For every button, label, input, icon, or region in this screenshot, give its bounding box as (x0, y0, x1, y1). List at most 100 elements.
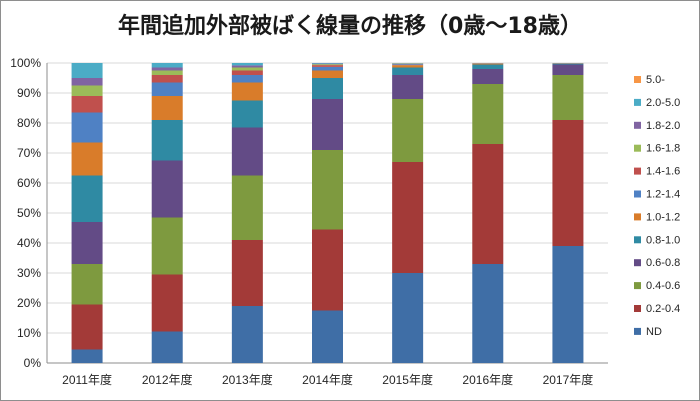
bar-segment-0.8-1.0 (552, 63, 584, 65)
bar-segment-1.4-1.6 (231, 70, 263, 75)
y-tick-label: 20% (17, 296, 41, 310)
legend-swatch (634, 236, 641, 244)
x-tick-label: 2014年度 (302, 372, 353, 387)
bar-segment-0.4-0.6 (312, 150, 343, 230)
y-tick-label: 0% (24, 356, 42, 370)
bar-segment-2.0-5.0 (71, 63, 103, 78)
bar-segment-0.2-0.4 (472, 144, 504, 264)
bar-segment-ND (71, 349, 103, 363)
bar-segment-0.2-0.4 (312, 229, 343, 311)
legend-label: 1.6-1.8 (646, 143, 680, 155)
bar-segment-0.6-0.8 (71, 222, 103, 264)
bar-segment-0.8-1.0 (231, 100, 263, 128)
legend-label: 2.0-5.0 (646, 97, 680, 109)
legend-label: 1.2-1.4 (646, 189, 680, 201)
legend-label: 1.0-1.2 (646, 211, 680, 223)
legend-swatch (634, 327, 641, 335)
x-tick-label: 2015年度 (382, 372, 433, 387)
bar-segment-0.4-0.6 (151, 217, 183, 275)
legend-swatch (634, 282, 641, 290)
bar-segment-1.4-1.6 (151, 75, 183, 83)
bar-segment-0.6-0.8 (552, 64, 584, 75)
y-tick-label: 10% (17, 326, 41, 340)
bar-segment-1.6-1.8 (312, 64, 343, 66)
legend-swatch (634, 259, 641, 267)
bar-segment-0.2-0.4 (151, 274, 183, 332)
y-tick-label: 90% (17, 86, 41, 100)
x-tick-label: 2017年度 (543, 372, 594, 387)
bar-segment-1.2-1.4 (151, 82, 183, 96)
x-tick-label: 2012年度 (142, 372, 193, 387)
bar-segment-2.0-5.0 (231, 63, 263, 66)
x-tick-label: 2011年度 (62, 372, 112, 387)
legend-label: ND (646, 326, 662, 338)
y-tick-label: 30% (17, 266, 41, 280)
bar-segment-0.4-0.6 (392, 99, 424, 162)
bar-segment-ND (392, 273, 424, 363)
bar-segment-0.2-0.4 (231, 240, 263, 306)
legend-swatch (634, 190, 641, 198)
legend-label: 0.8-1.0 (646, 234, 680, 246)
bar-segment-0.2-0.4 (71, 304, 103, 350)
x-tick-label: 2013年度 (222, 372, 273, 387)
bar-segment-ND (151, 331, 183, 363)
bar-segment-0.8-1.0 (472, 64, 504, 69)
bar-segment-1.6-1.8 (71, 85, 103, 96)
bar-segment-0.2-0.4 (552, 120, 584, 246)
bar-segment-0.4-0.6 (231, 175, 263, 240)
bar-segment-1.0-1.2 (71, 142, 103, 176)
bar-segment-1.0-1.2 (472, 63, 504, 65)
bar-segment-2.0-5.0 (312, 63, 343, 64)
legend-label: 1.8-2.0 (646, 120, 680, 132)
bar-segment-ND (231, 306, 263, 363)
bar-segment-1.2-1.4 (71, 112, 103, 143)
bar-segment-1.4-1.6 (71, 96, 103, 113)
bar-segment-1.0-1.2 (151, 96, 183, 120)
bar-segment-1.0-1.2 (231, 82, 263, 101)
legend-swatch (634, 98, 641, 106)
bar-segment-1.0-1.2 (392, 65, 424, 68)
bar-segment-1.8-2.0 (151, 67, 183, 71)
legend-label: 0.2-0.4 (646, 303, 680, 315)
bar-segment-1.6-1.8 (231, 67, 263, 71)
bar-segment-0.8-1.0 (312, 78, 343, 99)
bar-segment-0.8-1.0 (71, 175, 103, 222)
y-tick-label: 50% (17, 206, 41, 220)
chart-title: 年間追加外部被ばく線量の推移（0歳～18歳） (118, 14, 582, 39)
bar-segment-ND (552, 246, 584, 363)
bar-segment-1.0-1.2 (312, 70, 343, 78)
legend-swatch (634, 167, 641, 175)
bar-segment-0.4-0.6 (552, 75, 584, 120)
y-tick-label: 40% (17, 236, 41, 250)
legend-swatch (634, 305, 641, 312)
bar-segment-1.4-1.6 (312, 65, 343, 67)
bar-segment-0.4-0.6 (472, 84, 504, 144)
bar-segment-1.2-1.4 (392, 64, 424, 66)
bar-segment-0.6-0.8 (392, 75, 424, 99)
bar-segment-1.8-2.0 (71, 78, 103, 86)
legend-label: 5.0- (646, 74, 665, 86)
y-tick-label: 80% (17, 116, 41, 130)
legend-swatch (634, 121, 641, 129)
legend-label: 0.4-0.6 (646, 280, 680, 292)
bar-segment-1.2-1.4 (312, 66, 343, 71)
legend-label: 0.6-0.8 (646, 257, 680, 269)
legend-swatch (634, 213, 641, 221)
y-tick-label: 70% (17, 146, 41, 160)
bar-segment-0.6-0.8 (312, 99, 343, 150)
bar-segment-0.6-0.8 (231, 127, 263, 176)
x-tick-label: 2016年度 (462, 372, 513, 387)
bar-segment-1.2-1.4 (231, 75, 263, 83)
legend-label: 1.4-1.6 (646, 166, 680, 178)
bar-segment-1.8-2.0 (312, 63, 343, 65)
bar-segment-ND (312, 310, 343, 363)
bar-segment-0.8-1.0 (392, 67, 424, 75)
legend-swatch (634, 76, 641, 83)
bar-segment-0.8-1.0 (151, 120, 183, 161)
bar-segment-0.6-0.8 (151, 160, 183, 218)
bar-segment-1.6-1.8 (151, 70, 183, 75)
bar-segment-0.6-0.8 (472, 69, 504, 84)
bar-segment-0.4-0.6 (71, 264, 103, 305)
y-tick-label: 100% (10, 56, 41, 70)
